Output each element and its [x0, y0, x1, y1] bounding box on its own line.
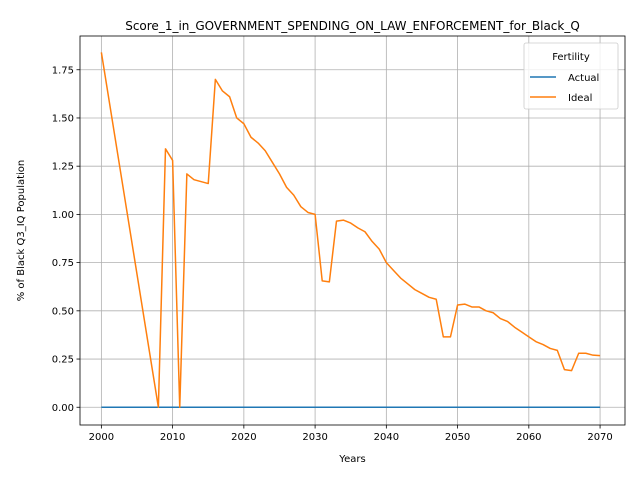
y-tick-label: 0.25	[52, 355, 74, 366]
y-tick-label: 1.25	[52, 162, 74, 173]
legend-title: Fertility	[552, 52, 590, 63]
plot-frame	[79, 35, 626, 426]
y-tick-label: 0.75	[52, 258, 74, 269]
y-tick-label: 1.00	[52, 210, 74, 221]
x-tick-label: 2010	[160, 432, 185, 443]
legend-label-ideal: Ideal	[568, 93, 592, 104]
y-tick-label: 1.75	[52, 65, 74, 76]
y-tick-label: 0.00	[52, 403, 74, 414]
legend-label-actual: Actual	[568, 73, 599, 84]
legend: Fertility Actual Ideal	[523, 42, 619, 110]
y-tick-label: 0.50	[52, 306, 74, 317]
x-tick-label: 2030	[302, 432, 327, 443]
legend-box	[523, 42, 619, 110]
y-tick-label: 1.50	[52, 113, 74, 124]
x-tick-label: 2040	[374, 432, 399, 443]
chart-title: Score_1_in_GOVERNMENT_SPENDING_ON_LAW_EN…	[125, 19, 580, 33]
x-tick-label: 2070	[587, 432, 612, 443]
series-lines	[100, 52, 601, 409]
series-line-ideal	[100, 52, 601, 409]
x-axis-label: Years	[338, 454, 365, 465]
axis-ticks: 2000 2010 2020 2030 2040 2050 2060 2070 0.00 0.25…	[52, 65, 613, 443]
y-axis-label: % of Black Q3_IQ Population	[16, 160, 27, 302]
x-tick-label: 2020	[231, 432, 256, 443]
x-tick-label: 2060	[516, 432, 541, 443]
x-tick-label: 2000	[89, 432, 114, 443]
x-tick-label: 2050	[445, 432, 470, 443]
